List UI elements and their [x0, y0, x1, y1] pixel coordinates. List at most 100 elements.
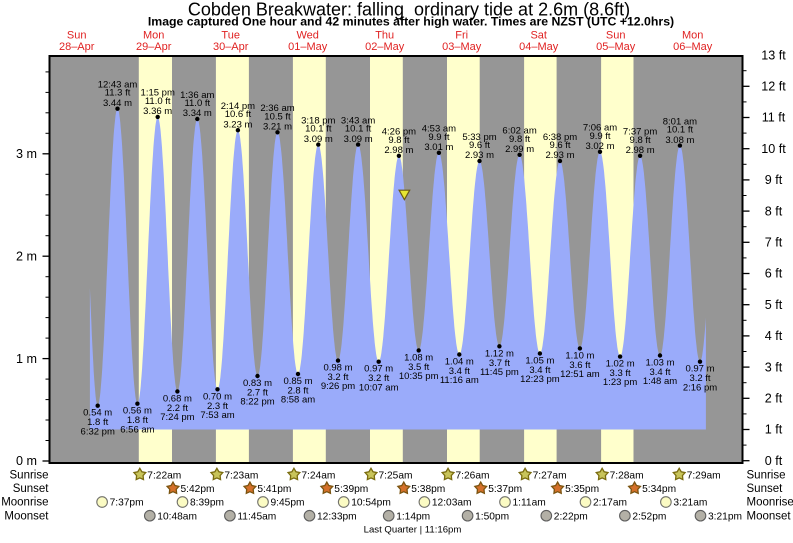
- svg-text:2:16 pm: 2:16 pm: [683, 382, 717, 393]
- svg-text:6:56 am: 6:56 am: [120, 424, 154, 435]
- svg-text:Sunrise: Sunrise: [10, 470, 49, 482]
- svg-text:2.99 m: 2.99 m: [505, 144, 534, 155]
- svg-text:1 ft: 1 ft: [765, 423, 783, 437]
- svg-text:1:11am: 1:11am: [513, 498, 546, 509]
- svg-text:3.21 m: 3.21 m: [263, 122, 292, 133]
- svg-text:8:58 am: 8:58 am: [281, 395, 315, 406]
- svg-text:7:53 am: 7:53 am: [200, 410, 234, 421]
- svg-text:2:17am: 2:17am: [593, 498, 627, 509]
- svg-text:30–Apr: 30–Apr: [213, 41, 249, 53]
- svg-text:9:45pm: 9:45pm: [271, 498, 305, 509]
- svg-text:Sun: Sun: [606, 29, 626, 41]
- svg-text:11:45am: 11:45am: [237, 511, 276, 522]
- svg-text:6 ft: 6 ft: [765, 267, 783, 281]
- svg-text:3.34 m: 3.34 m: [183, 108, 212, 119]
- svg-text:1:14pm: 1:14pm: [396, 511, 430, 522]
- svg-text:Sunrise: Sunrise: [747, 470, 786, 482]
- svg-text:2.93 m: 2.93 m: [545, 150, 574, 161]
- svg-text:Moonset: Moonset: [4, 510, 49, 522]
- svg-text:3.01 m: 3.01 m: [424, 142, 453, 153]
- svg-text:05–May: 05–May: [596, 41, 636, 53]
- svg-text:2.93 m: 2.93 m: [465, 150, 494, 161]
- svg-text:7:26am: 7:26am: [456, 471, 490, 482]
- svg-text:Sat: Sat: [530, 29, 547, 41]
- svg-text:5:37pm: 5:37pm: [488, 484, 522, 495]
- svg-text:7:24am: 7:24am: [301, 471, 335, 482]
- svg-text:7:37pm: 7:37pm: [110, 498, 144, 509]
- svg-text:1:50pm: 1:50pm: [475, 511, 509, 522]
- svg-text:7:24 pm: 7:24 pm: [160, 412, 194, 423]
- svg-text:Thu: Thu: [375, 29, 394, 41]
- svg-text:7:28am: 7:28am: [610, 471, 644, 482]
- svg-text:12:23 pm: 12:23 pm: [520, 374, 560, 385]
- svg-text:06–May: 06–May: [673, 41, 713, 53]
- svg-text:3.23 m: 3.23 m: [223, 119, 252, 130]
- svg-text:01–May: 01–May: [288, 41, 328, 53]
- svg-text:12:51 am: 12:51 am: [560, 369, 600, 380]
- svg-text:5 ft: 5 ft: [765, 298, 783, 312]
- svg-text:9:26 pm: 9:26 pm: [321, 381, 355, 392]
- svg-text:3.02 m: 3.02 m: [585, 141, 614, 152]
- svg-text:0 ft: 0 ft: [765, 454, 783, 468]
- svg-text:10:35 pm: 10:35 pm: [399, 371, 439, 382]
- svg-text:03–May: 03–May: [442, 41, 482, 53]
- svg-text:Mon: Mon: [682, 29, 703, 41]
- svg-text:Last Quarter | 11:16pm: Last Quarter | 11:16pm: [364, 525, 462, 536]
- svg-text:5:34pm: 5:34pm: [642, 484, 676, 495]
- svg-text:7:27am: 7:27am: [533, 471, 567, 482]
- svg-text:7:22am: 7:22am: [147, 471, 181, 482]
- svg-text:2 m: 2 m: [16, 249, 37, 263]
- svg-text:7:23am: 7:23am: [224, 471, 258, 482]
- svg-text:3 m: 3 m: [16, 147, 37, 161]
- svg-text:3.36 m: 3.36 m: [143, 106, 172, 117]
- svg-text:Moonrise: Moonrise: [747, 497, 793, 509]
- svg-text:29–Apr: 29–Apr: [136, 41, 172, 53]
- svg-text:3.08 m: 3.08 m: [665, 135, 694, 146]
- svg-text:Sunset: Sunset: [13, 483, 50, 495]
- svg-text:7:29am: 7:29am: [687, 471, 721, 482]
- svg-text:12 ft: 12 ft: [761, 80, 786, 94]
- svg-text:Fri: Fri: [455, 29, 468, 41]
- svg-text:5:38pm: 5:38pm: [411, 484, 445, 495]
- svg-text:2 ft: 2 ft: [765, 392, 783, 406]
- svg-text:8:22 pm: 8:22 pm: [240, 397, 274, 408]
- svg-text:2:22pm: 2:22pm: [554, 511, 588, 522]
- svg-text:02–May: 02–May: [365, 41, 405, 53]
- svg-text:5:42pm: 5:42pm: [181, 484, 215, 495]
- svg-text:Image captured One hour and 42: Image captured One hour and 42 minutes a…: [148, 14, 674, 28]
- svg-text:8:39pm: 8:39pm: [190, 498, 224, 509]
- svg-text:1:23 pm: 1:23 pm: [603, 377, 637, 388]
- svg-text:7 ft: 7 ft: [765, 236, 783, 250]
- svg-text:Wed: Wed: [296, 29, 318, 41]
- svg-text:Moonset: Moonset: [747, 510, 792, 522]
- svg-text:1:48 am: 1:48 am: [643, 376, 677, 387]
- svg-text:2:52pm: 2:52pm: [632, 511, 666, 522]
- svg-text:2.98 m: 2.98 m: [384, 145, 413, 156]
- svg-text:7:25am: 7:25am: [379, 471, 413, 482]
- svg-text:28–Apr: 28–Apr: [59, 41, 95, 53]
- svg-text:5:35pm: 5:35pm: [565, 484, 599, 495]
- svg-text:9 ft: 9 ft: [765, 173, 783, 187]
- svg-text:6:32 pm: 6:32 pm: [81, 426, 115, 437]
- svg-text:13 ft: 13 ft: [761, 48, 786, 62]
- svg-text:3:21am: 3:21am: [673, 498, 707, 509]
- svg-text:8 ft: 8 ft: [765, 204, 783, 218]
- svg-text:04–May: 04–May: [519, 41, 559, 53]
- svg-text:10:48am: 10:48am: [157, 511, 197, 522]
- svg-text:3.44 m: 3.44 m: [103, 98, 132, 109]
- svg-text:Moonrise: Moonrise: [1, 497, 48, 509]
- svg-text:3.09 m: 3.09 m: [304, 134, 333, 145]
- svg-text:Sunset: Sunset: [747, 483, 784, 495]
- svg-text:5:41pm: 5:41pm: [257, 484, 291, 495]
- svg-text:12:33pm: 12:33pm: [317, 511, 357, 522]
- svg-text:5:39pm: 5:39pm: [334, 484, 368, 495]
- svg-text:0 m: 0 m: [16, 454, 37, 468]
- svg-text:11:45 pm: 11:45 pm: [480, 367, 519, 378]
- svg-text:Tue: Tue: [221, 29, 240, 41]
- svg-text:10:54pm: 10:54pm: [351, 498, 391, 509]
- svg-text:4 ft: 4 ft: [765, 329, 783, 343]
- svg-text:Mon: Mon: [143, 29, 164, 41]
- svg-text:3 ft: 3 ft: [765, 360, 783, 374]
- svg-text:10 ft: 10 ft: [761, 142, 786, 156]
- svg-text:12:03am: 12:03am: [432, 498, 472, 509]
